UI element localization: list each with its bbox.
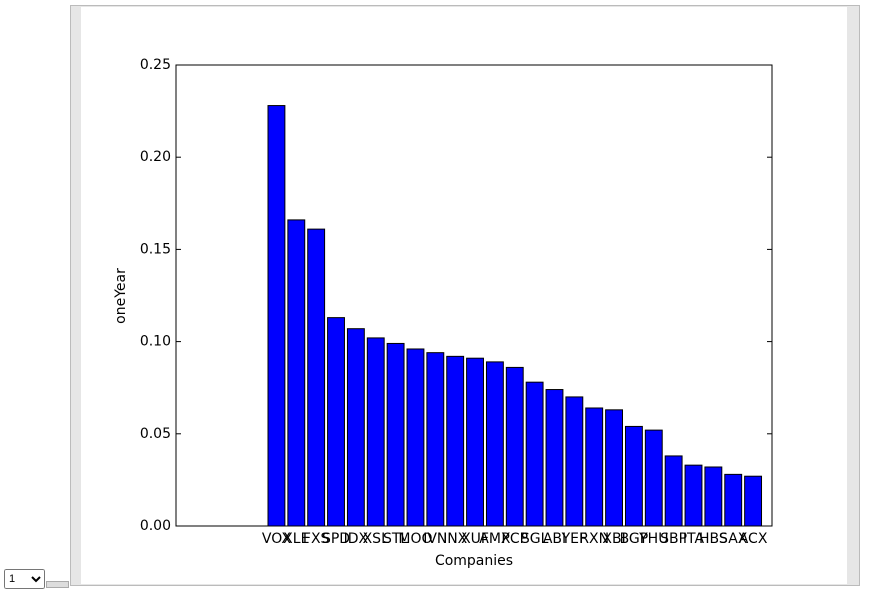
bar bbox=[505, 366, 524, 527]
bar bbox=[386, 342, 405, 527]
bar bbox=[307, 228, 326, 527]
y-tick-label: 0.25 bbox=[140, 57, 171, 73]
bar bbox=[565, 396, 584, 527]
bar bbox=[724, 473, 743, 527]
x-axis-label: Companies bbox=[435, 553, 513, 569]
bar bbox=[267, 105, 286, 527]
x-tick-label: MOO bbox=[398, 531, 432, 547]
x-tick-label: SBP bbox=[660, 531, 687, 547]
bar bbox=[605, 409, 624, 527]
x-tick-label: XSL bbox=[363, 531, 389, 547]
x-tick-label: YEF bbox=[561, 531, 587, 547]
bar bbox=[744, 475, 763, 527]
x-tick-label: BGP bbox=[620, 531, 649, 547]
x-tick-label: AMX bbox=[479, 531, 511, 547]
x-tick-label: STL bbox=[383, 531, 408, 547]
bar bbox=[624, 425, 643, 527]
y-tick-label: 0.15 bbox=[140, 241, 171, 257]
bar bbox=[684, 464, 703, 527]
x-tick-label: SPD bbox=[322, 531, 350, 547]
resize-handle[interactable] bbox=[46, 581, 69, 588]
x-tick-label: ABI bbox=[543, 531, 566, 547]
bar bbox=[446, 355, 465, 527]
x-tick-label: XLE bbox=[283, 531, 309, 547]
y-tick-label: 0.10 bbox=[140, 334, 171, 350]
x-tick-label: ITA bbox=[683, 531, 705, 547]
x-tick-label: XBI bbox=[602, 531, 625, 547]
figure-selector[interactable]: 1 bbox=[4, 569, 45, 589]
x-tick-label: IVN bbox=[423, 531, 447, 547]
x-tick-label: IDX bbox=[344, 531, 369, 547]
y-tick-label: 0.00 bbox=[140, 518, 171, 534]
x-tick-label: HBS bbox=[699, 531, 728, 547]
bar bbox=[585, 407, 604, 527]
bar bbox=[426, 352, 445, 527]
x-tick-label: SAX bbox=[719, 531, 748, 547]
x-tick-label: VOX bbox=[262, 531, 291, 547]
x-tick-label: SGL bbox=[521, 531, 549, 547]
x-tick-label: INX bbox=[443, 531, 468, 547]
bar bbox=[466, 357, 484, 527]
y-tick-label: 0.05 bbox=[140, 426, 171, 442]
bar bbox=[406, 348, 425, 527]
x-tick-label: RXN bbox=[579, 531, 609, 547]
bar bbox=[346, 328, 365, 527]
x-tick-label: ACX bbox=[739, 531, 768, 547]
bar bbox=[545, 389, 564, 527]
bar bbox=[366, 337, 385, 527]
bar bbox=[485, 361, 504, 527]
x-tick-label: YHU bbox=[638, 531, 668, 547]
bar bbox=[704, 466, 723, 527]
y-tick-label: 0.20 bbox=[140, 149, 171, 165]
x-tick-label: XUF bbox=[461, 531, 489, 547]
bar bbox=[327, 317, 345, 527]
bar bbox=[287, 219, 306, 527]
x-tick-label: FXS bbox=[303, 531, 330, 547]
bar bbox=[644, 429, 663, 527]
plot-frame bbox=[175, 64, 773, 527]
x-tick-label: PCP bbox=[501, 531, 528, 547]
y-axis-label: oneYear bbox=[113, 268, 129, 324]
bar bbox=[525, 381, 544, 527]
bar bbox=[664, 455, 683, 527]
